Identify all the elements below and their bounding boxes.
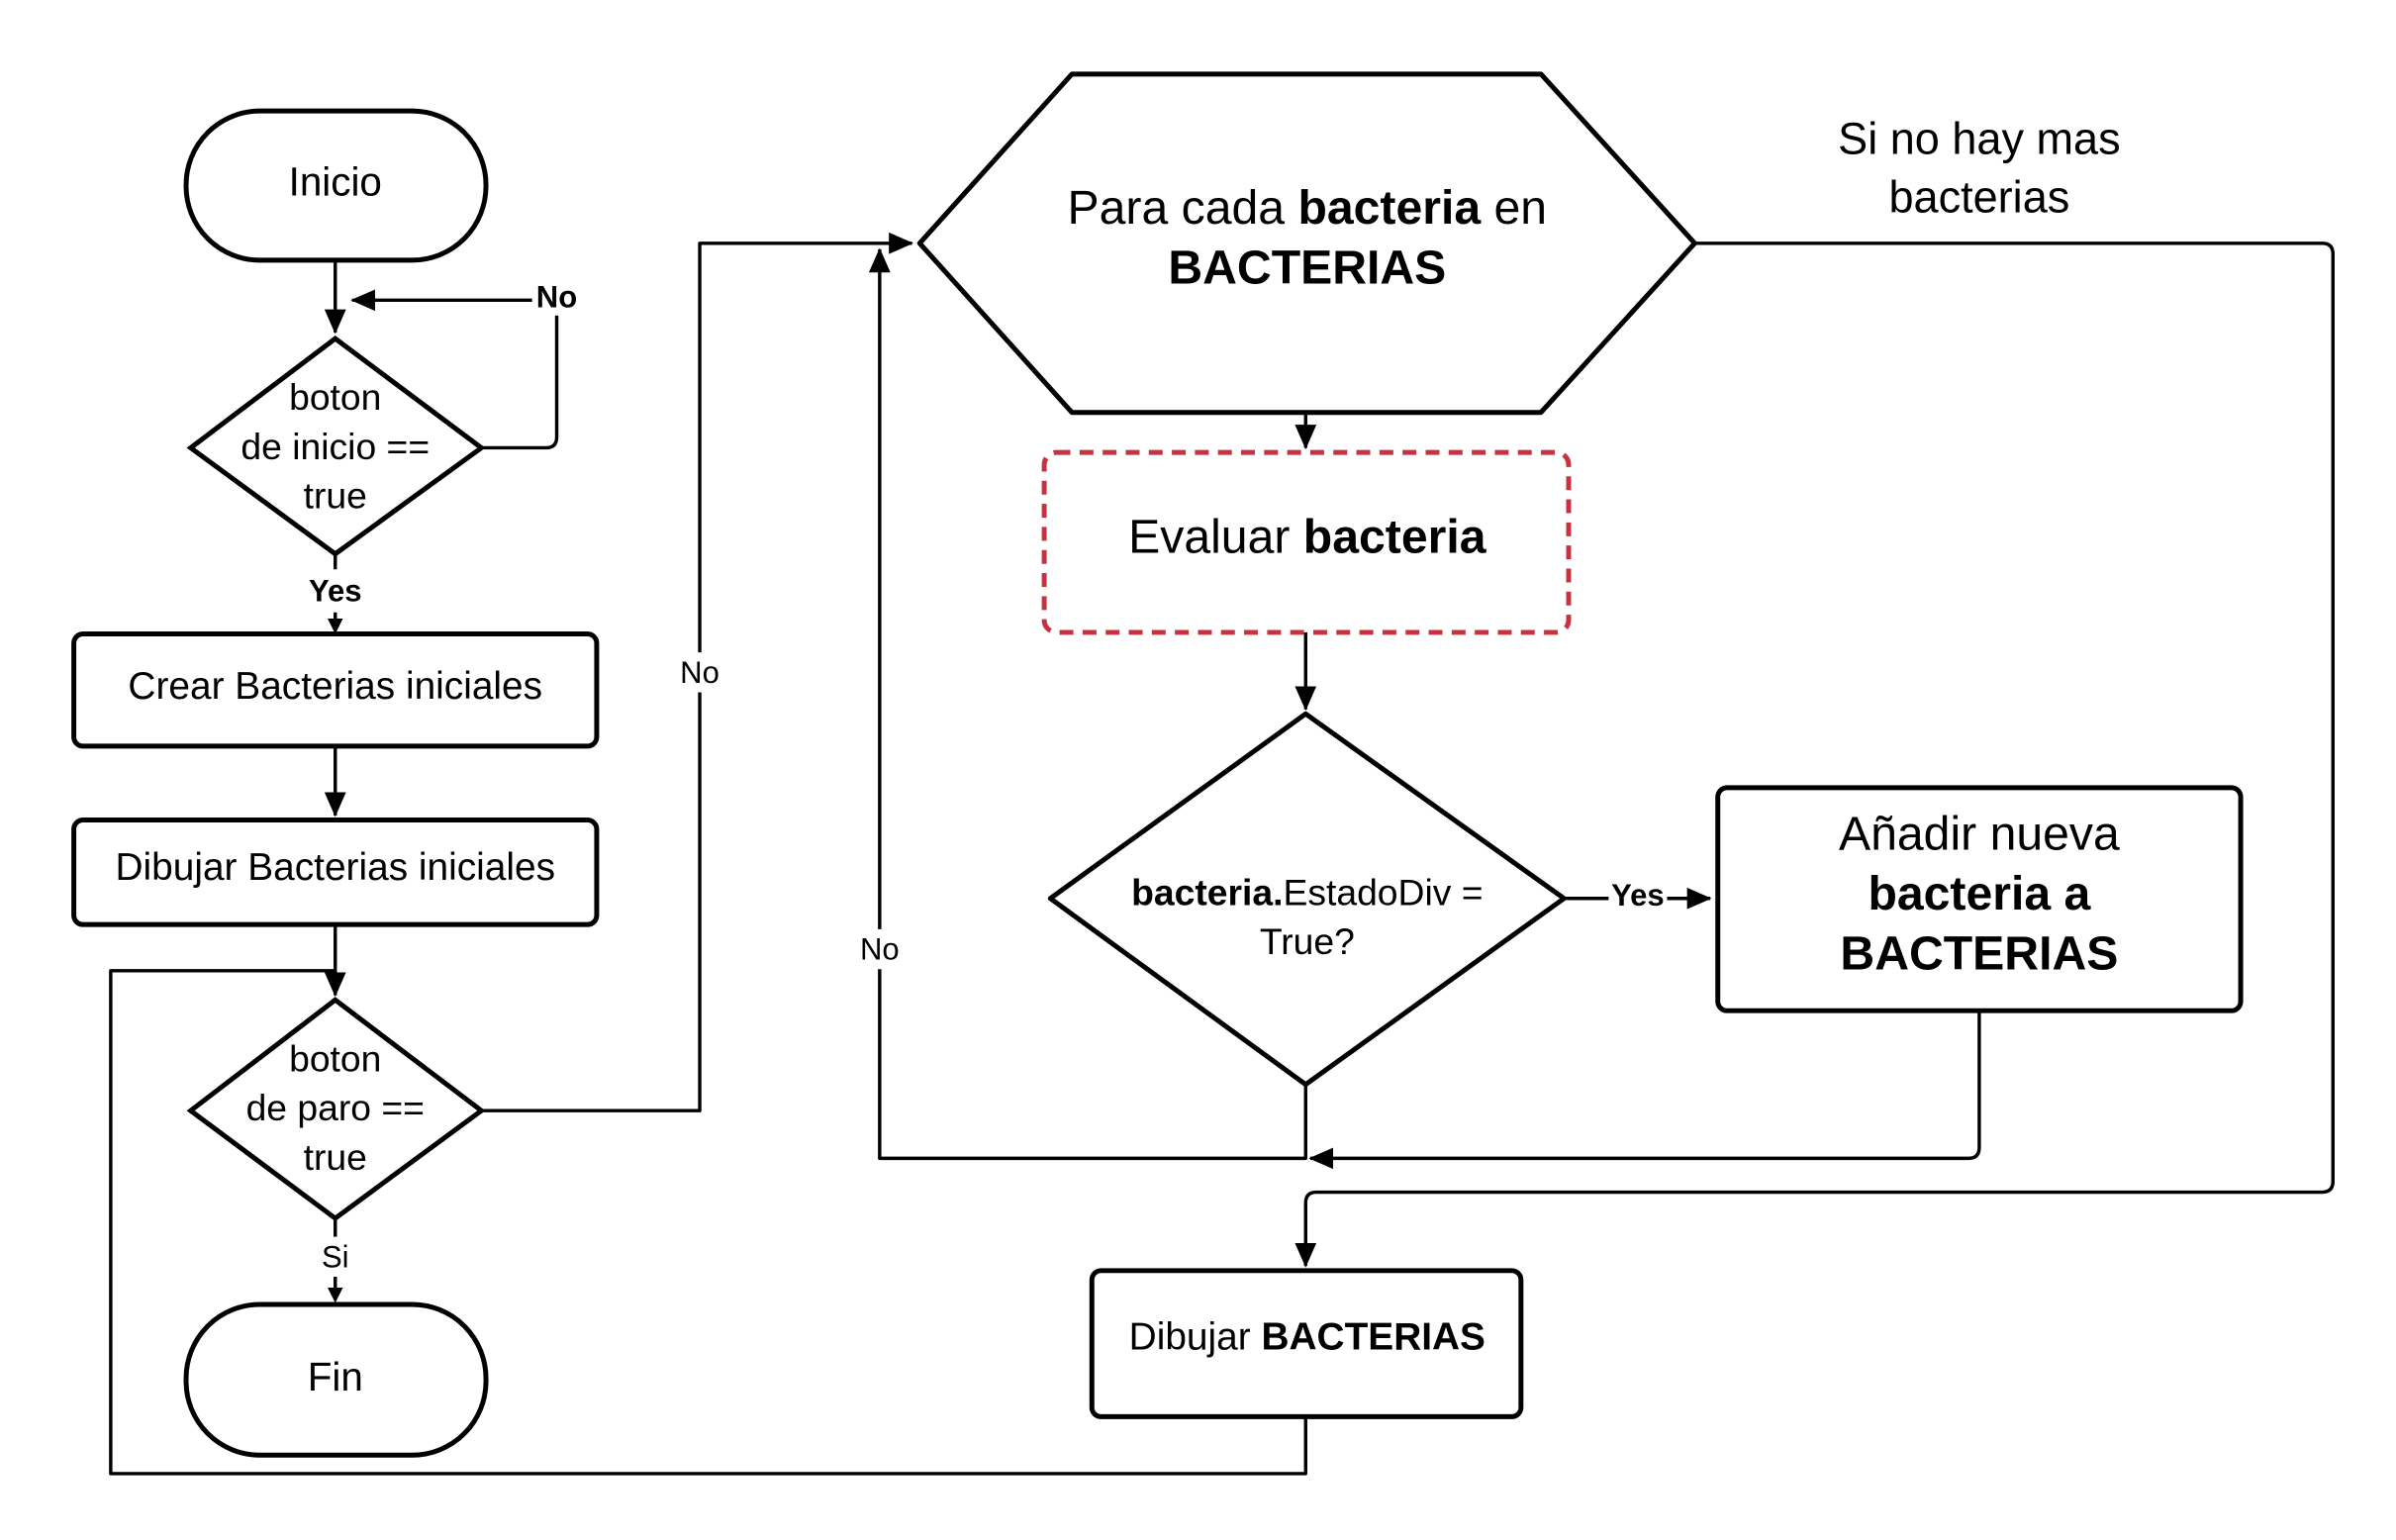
label-yes-inicio: Yes [309, 573, 362, 608]
loop-text-bold: bacteria [1297, 181, 1482, 235]
label-no-div: No [860, 932, 900, 967]
start-text: Inicio [289, 159, 382, 205]
draw-initial-bacteria-text: Dibujar Bacterias iniciales [115, 846, 555, 889]
decision-division-line2: True? [1260, 920, 1355, 962]
loop-text-post: en [1481, 181, 1547, 235]
label-loop-exit-line1: Si no hay mas [1838, 114, 2120, 164]
decision-stop-line3: true [304, 1136, 367, 1178]
label-bg-no-paro [673, 652, 726, 693]
connector-loop-exit [1294, 241, 2335, 1268]
decision-stop-line2: de paro == [246, 1087, 425, 1128]
start-terminator [183, 108, 489, 263]
end-text: Fin [308, 1354, 363, 1399]
decision-division-state [1047, 711, 1567, 1088]
draw-bacteria-text: Dibujar BACTERIAS [1129, 1315, 1486, 1358]
decision-stop-button [186, 997, 486, 1222]
label-si-paro: Si [322, 1239, 349, 1274]
decision-division-line1: bacteria.EstadoDiv = [1131, 872, 1483, 914]
label-loop-exit-line2: bacterias [1888, 172, 2069, 223]
draw-bacteria-pre: Dibujar [1129, 1315, 1262, 1358]
process-draw-initial-bacteria [71, 818, 600, 927]
process-draw-bacteria [1089, 1268, 1524, 1419]
label-no-inicio: No [536, 280, 577, 315]
process-add-bacteria [1715, 785, 2244, 1013]
create-bacteria-text: Crear Bacterias iniciales [128, 665, 542, 708]
loop-text-line1: Para cada bacteria en [1068, 181, 1548, 235]
loop-text-line2: BACTERIAS [1168, 241, 1446, 295]
decision-start-line3: true [304, 475, 367, 517]
label-bg-yes-div [1608, 880, 1668, 914]
evaluate-text-bold: bacteria [1303, 511, 1487, 564]
label-no-paro: No [680, 655, 719, 690]
label-bg-no-div [853, 928, 907, 970]
evaluate-text: Evaluar bacteria [1128, 511, 1487, 564]
connector-anadir-return [1308, 1011, 1981, 1170]
decision-division-post: EstadoDiv = [1283, 872, 1483, 914]
process-evaluate-bacteria [1041, 449, 1572, 635]
connector-no-div-return [868, 247, 1307, 1161]
loop-hexagon [916, 71, 1697, 416]
label-yes-div: Yes [1611, 878, 1665, 913]
end-terminator [183, 1301, 489, 1458]
add-bacteria-line2: bacteria a [1868, 867, 2091, 920]
decision-division-bold: bacteria. [1131, 872, 1283, 914]
connector-no-loop-inicio [350, 289, 559, 450]
add-bacteria-line3: BACTERIAS [1840, 927, 2118, 981]
decision-start-line2: de inicio == [240, 426, 430, 467]
loop-text-pre: Para cada [1068, 181, 1298, 235]
draw-bacteria-bold: BACTERIAS [1261, 1315, 1486, 1358]
evaluate-text-pre: Evaluar [1128, 511, 1303, 564]
decision-start-button [186, 336, 486, 557]
connector-return-loop [109, 969, 1307, 1476]
add-bacteria-line1: Añadir nueva [1839, 807, 2120, 860]
decision-stop-line1: boton [289, 1037, 381, 1079]
label-bg-no-inicio [531, 278, 582, 316]
decision-start-line1: boton [289, 376, 381, 418]
process-create-bacteria [71, 630, 600, 749]
